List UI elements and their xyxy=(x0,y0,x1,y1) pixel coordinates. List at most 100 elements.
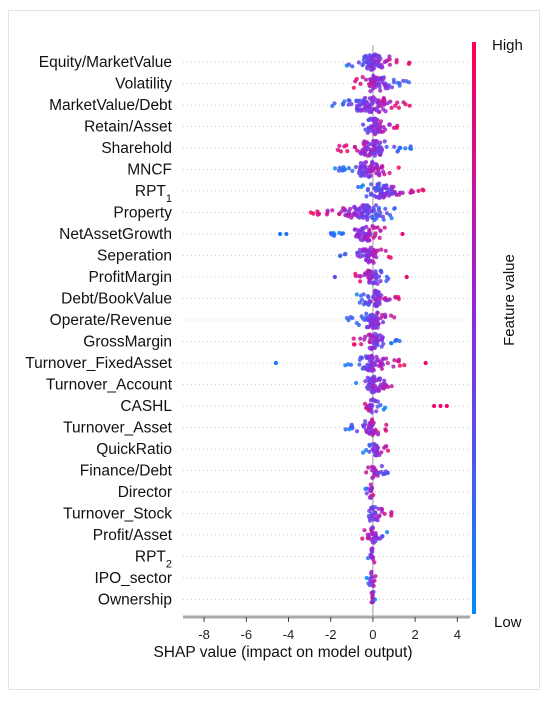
shap-point xyxy=(315,212,320,217)
shap-point xyxy=(367,345,372,350)
shap-point xyxy=(365,64,370,69)
shap-point xyxy=(378,145,384,150)
feature-row: Sharehold xyxy=(101,138,470,158)
shap-point xyxy=(404,79,409,84)
shap-point xyxy=(381,183,386,188)
shap-point xyxy=(358,211,363,216)
shap-point xyxy=(376,81,381,86)
shap-point xyxy=(352,227,357,232)
shap-point xyxy=(367,252,372,257)
feature-label-subscript: 2 xyxy=(166,559,172,571)
feature-label: MarketValue/Debt xyxy=(49,97,173,114)
feature-row: Finance/Debt xyxy=(80,463,470,480)
shap-point xyxy=(369,529,374,534)
shap-point xyxy=(361,423,367,428)
shap-point xyxy=(387,62,392,67)
shap-point xyxy=(359,229,364,235)
shap-point xyxy=(385,298,390,303)
shap-point xyxy=(389,105,394,110)
shap-outlier-point xyxy=(404,274,409,280)
shap-point xyxy=(397,338,402,344)
shap-point xyxy=(372,578,377,583)
shap-point xyxy=(379,464,384,469)
shap-point xyxy=(357,274,362,279)
shap-point xyxy=(393,103,398,108)
shap-point xyxy=(385,58,390,63)
shap-point xyxy=(382,172,387,177)
shap-point xyxy=(378,125,383,130)
shap-outlier-point xyxy=(278,231,283,237)
feature-label: Turnover_Account xyxy=(46,377,173,394)
shap-point xyxy=(394,125,399,130)
shap-point xyxy=(353,273,358,279)
shap-point xyxy=(416,188,421,193)
shap-point xyxy=(371,366,376,371)
shap-point xyxy=(373,203,379,208)
shap-point xyxy=(367,583,372,588)
shap-point xyxy=(378,191,383,196)
shap-point xyxy=(369,162,374,168)
shap-point xyxy=(367,109,372,114)
shap-point xyxy=(355,233,360,238)
shap-point xyxy=(377,235,382,240)
shap-point xyxy=(343,208,348,213)
figure-frame xyxy=(8,10,540,690)
shap-outlier-point xyxy=(284,231,289,237)
shap-point xyxy=(369,424,374,429)
shap-point xyxy=(367,96,372,101)
shap-point xyxy=(350,168,355,173)
shap-point xyxy=(375,99,380,104)
shap-point xyxy=(389,384,394,389)
shap-point xyxy=(365,536,371,541)
shap-point xyxy=(367,449,372,454)
shap-point xyxy=(355,108,360,113)
shap-point xyxy=(357,215,362,220)
shap-point xyxy=(371,235,376,240)
shap-point xyxy=(379,366,384,371)
shap-point xyxy=(378,376,383,381)
shap-point xyxy=(373,161,378,167)
shap-point xyxy=(370,209,375,214)
feature-row: Profit/Asset xyxy=(93,525,470,545)
shap-point xyxy=(373,427,378,432)
feature-row: QuickRatio xyxy=(96,441,470,458)
shap-point xyxy=(363,77,369,82)
feature-row: Ownership xyxy=(98,589,470,609)
shap-point xyxy=(352,145,357,150)
x-tick-label: 4 xyxy=(454,627,461,642)
shap-point xyxy=(357,300,362,305)
shap-point xyxy=(365,256,370,261)
shap-point xyxy=(393,295,398,300)
feature-label: MNCF xyxy=(127,162,172,179)
feature-label: Turnover_Stock xyxy=(63,506,172,523)
shap-point xyxy=(348,206,353,211)
shap-point xyxy=(374,304,379,309)
shap-point xyxy=(372,271,378,277)
shap-point xyxy=(357,102,362,107)
shap-point xyxy=(358,161,363,166)
shap-point xyxy=(365,60,370,65)
shap-point xyxy=(335,147,340,152)
shap-point xyxy=(392,358,397,363)
shap-point xyxy=(365,217,370,222)
shap-point xyxy=(375,63,380,68)
shap-point xyxy=(367,332,372,337)
shap-point xyxy=(364,194,369,199)
shap-point xyxy=(370,540,375,545)
shap-point xyxy=(370,384,375,389)
shap-point xyxy=(382,139,387,144)
shap-point xyxy=(358,355,363,360)
shap-point xyxy=(344,143,349,148)
feature-row: Turnover_Account xyxy=(46,374,470,395)
shap-point xyxy=(361,61,366,66)
shap-point xyxy=(372,117,377,122)
shap-point xyxy=(362,272,367,278)
shap-point xyxy=(400,190,405,195)
shap-point xyxy=(361,226,366,231)
shap-point xyxy=(368,552,373,558)
shap-point xyxy=(365,294,370,299)
shap-point xyxy=(351,85,356,90)
feature-label: RPT1 xyxy=(135,183,172,205)
shap-point xyxy=(346,62,352,67)
